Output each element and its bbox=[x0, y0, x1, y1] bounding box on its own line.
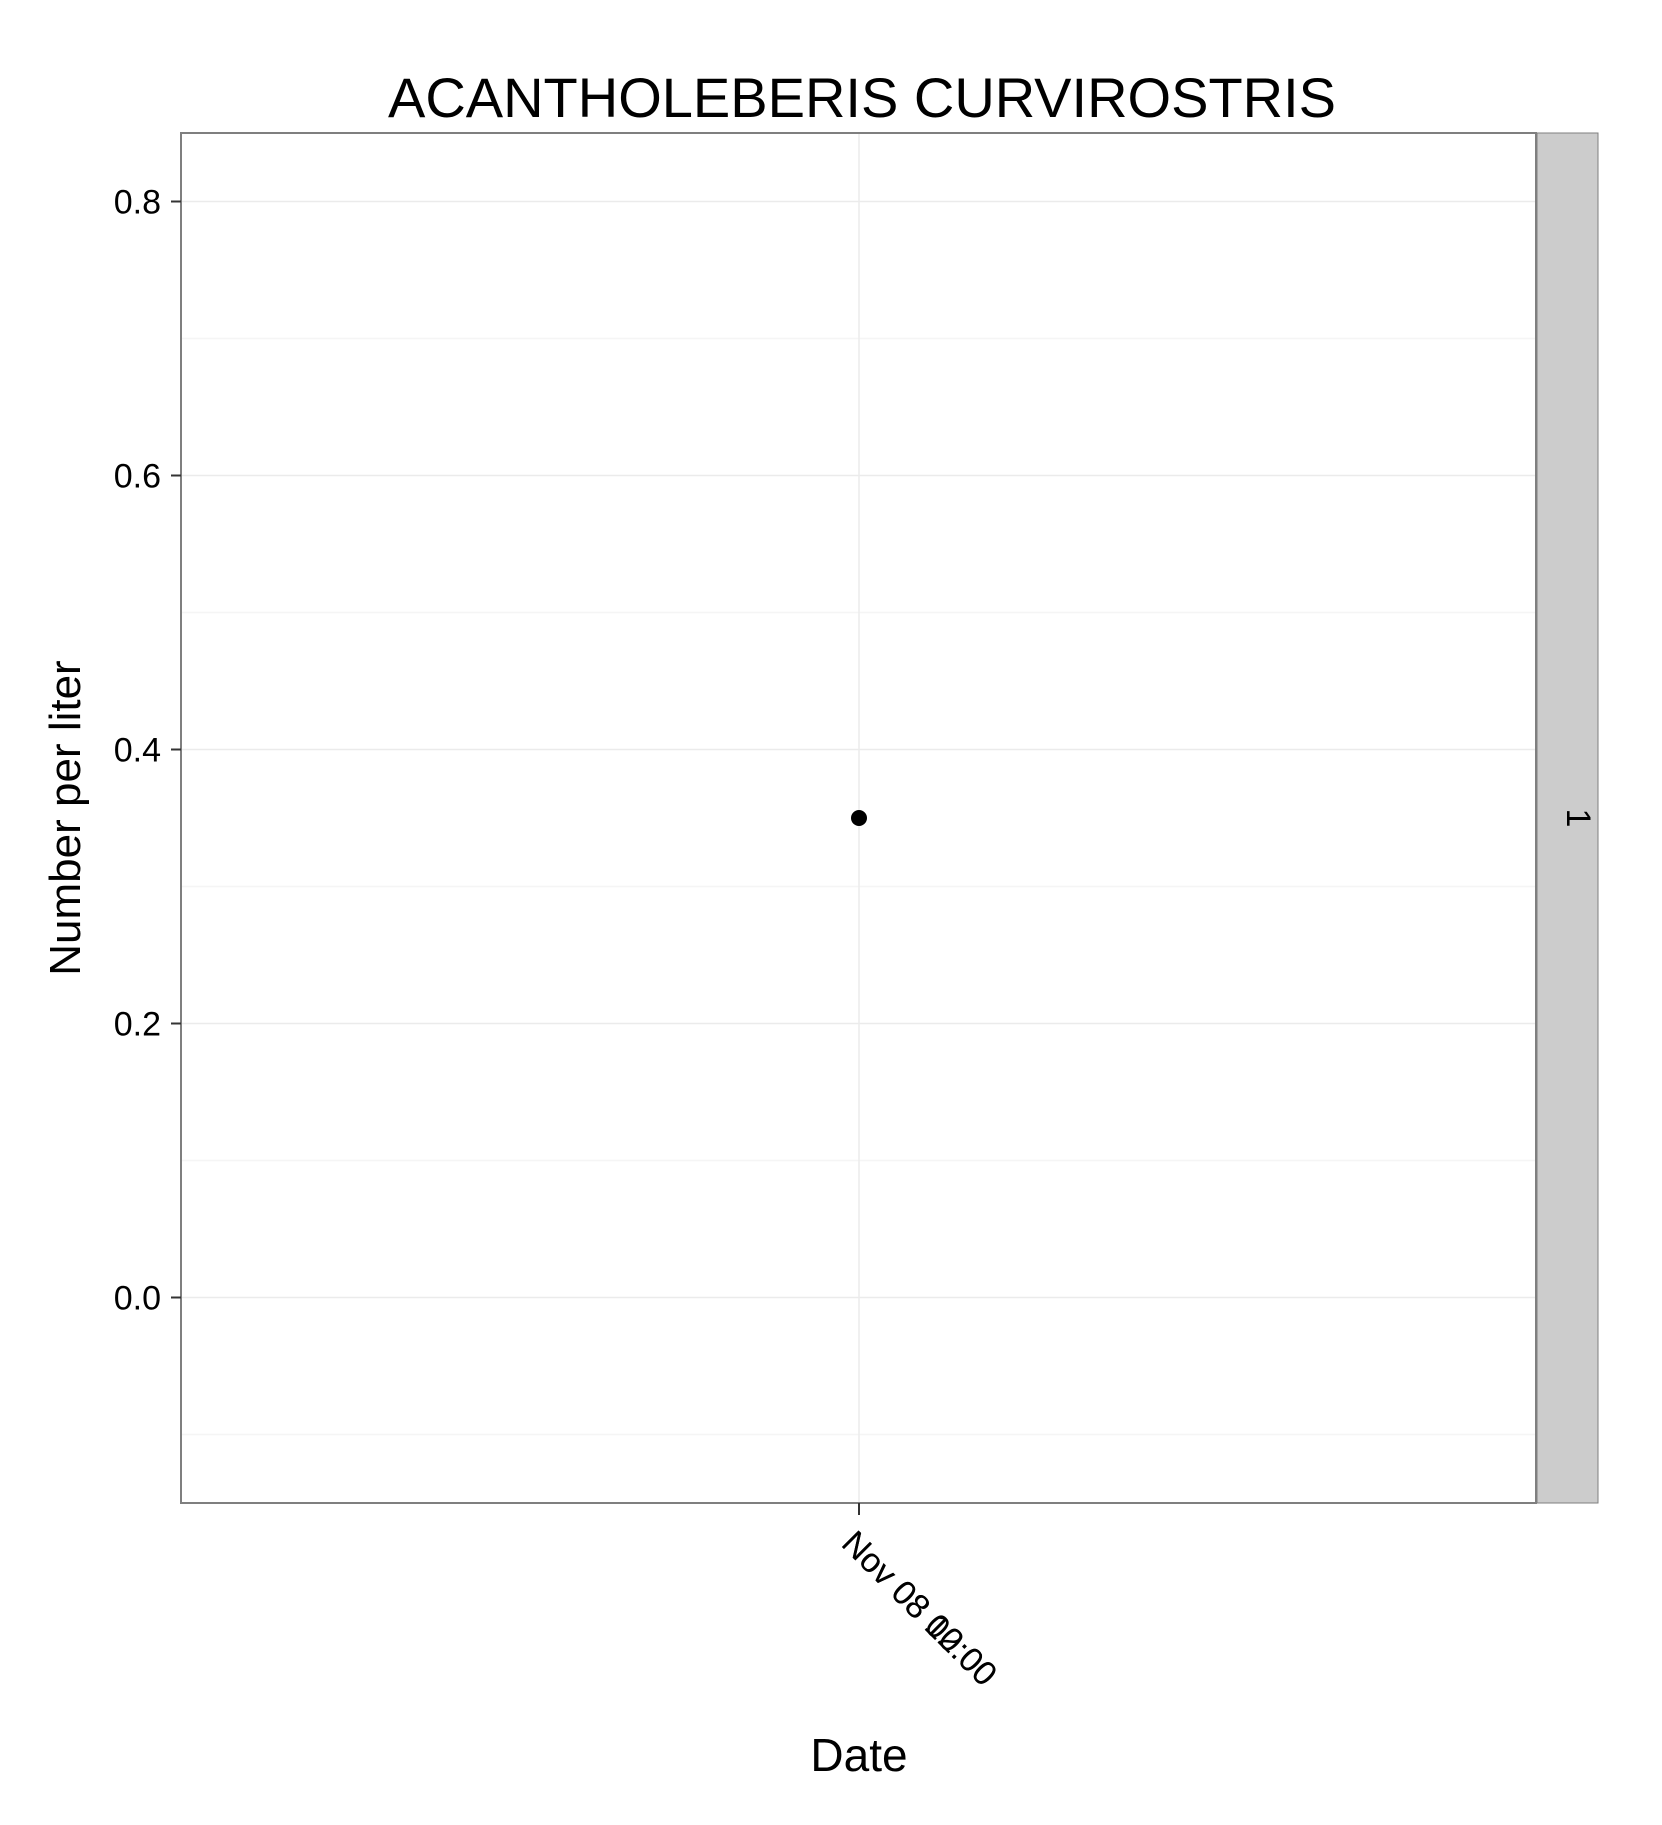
y-axis: 0.0 0.2 0.4 0.6 0.8 bbox=[114, 184, 181, 1318]
x-tick-label: Nov 08 12:00 bbox=[834, 1524, 1004, 1694]
facet-strip bbox=[1536, 132, 1599, 1504]
x-axis-title: Date bbox=[810, 1729, 907, 1781]
y-tick-label: 0.8 bbox=[114, 184, 161, 222]
y-tick-label: 0.0 bbox=[114, 1280, 161, 1318]
chart-title: ACANTHOLEBERIS CURVIROSTRIS bbox=[388, 66, 1336, 129]
y-tick-label: 0.2 bbox=[114, 1006, 161, 1044]
y-tick-label: 0.4 bbox=[114, 732, 161, 770]
y-tick-label: 0.6 bbox=[114, 458, 161, 496]
data-points bbox=[851, 810, 867, 826]
y-axis-title: Number per liter bbox=[41, 660, 90, 975]
data-point bbox=[851, 810, 867, 826]
facet-strip-label: 1 bbox=[1559, 809, 1597, 828]
